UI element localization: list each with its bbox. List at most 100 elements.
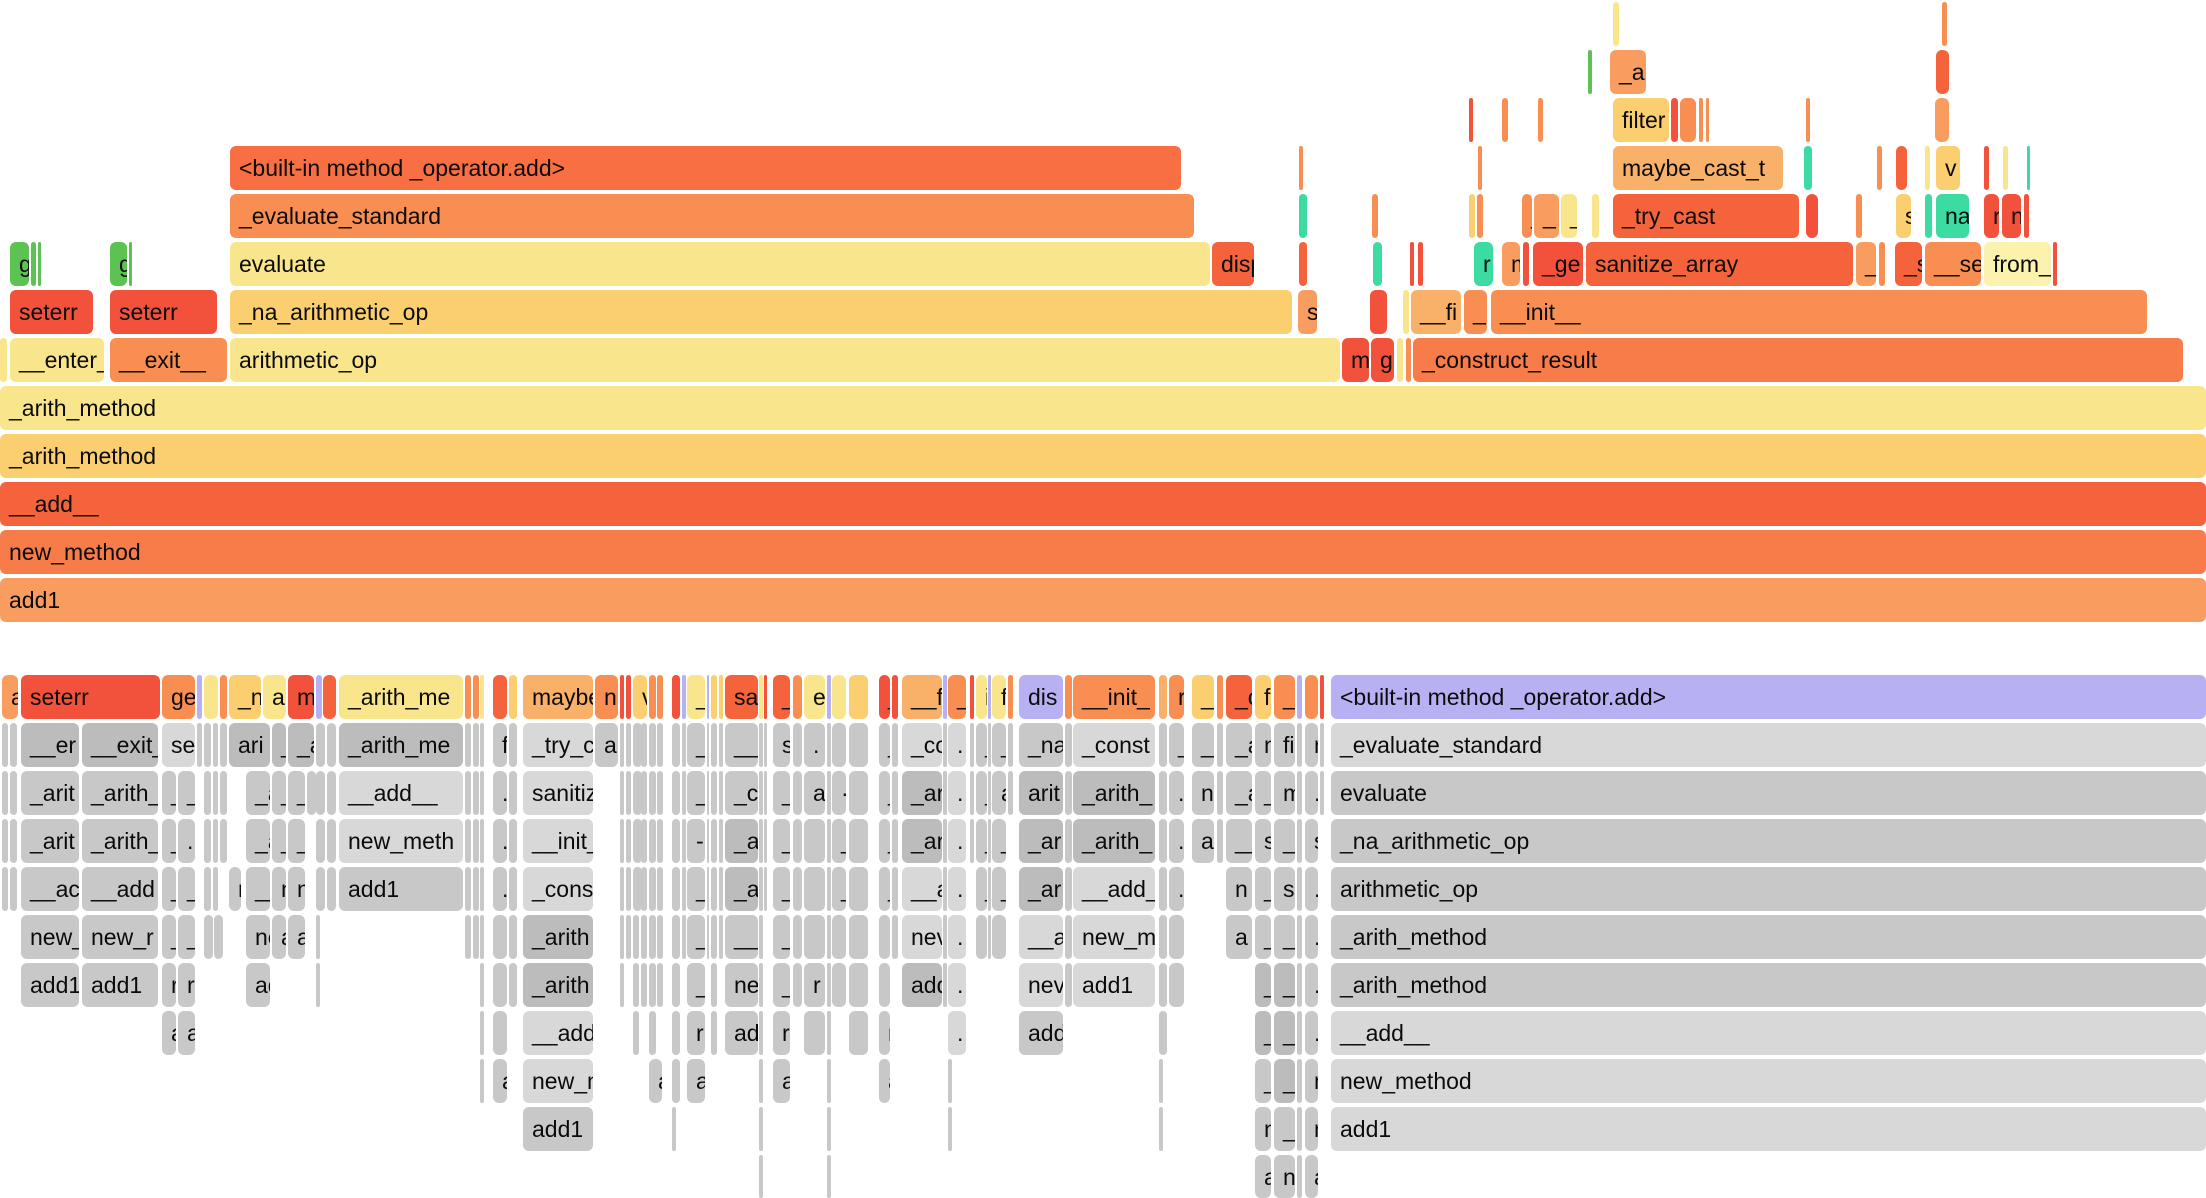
frame-bar[interactable]: _ <box>1274 963 1295 1007</box>
frame-bar[interactable] <box>948 1107 952 1151</box>
frame-bar[interactable] <box>1065 675 1072 719</box>
frame-bar[interactable]: __add <box>523 1011 593 1055</box>
frame-bar[interactable]: ne <box>246 915 270 959</box>
frame-bar[interactable] <box>493 1011 507 1055</box>
frame-bar[interactable] <box>327 723 336 767</box>
frame-bar[interactable]: __init__ <box>1491 290 2147 334</box>
frame-bar[interactable]: __init_ <box>1073 675 1155 719</box>
frame-bar[interactable] <box>1297 1107 1302 1151</box>
frame-bar[interactable] <box>1806 98 1810 142</box>
frame-bar[interactable]: from_ <box>1984 242 2051 286</box>
frame-bar[interactable] <box>641 771 647 815</box>
frame-bar[interactable] <box>1297 723 1302 767</box>
frame-bar[interactable] <box>1297 819 1302 863</box>
frame-bar[interactable] <box>465 867 471 911</box>
frame-bar[interactable] <box>1523 242 1529 286</box>
frame-bar[interactable] <box>1706 98 1709 142</box>
frame-bar[interactable] <box>719 723 723 767</box>
frame-bar[interactable] <box>1406 338 1411 382</box>
frame-bar[interactable] <box>1469 194 1475 238</box>
frame-bar[interactable]: _a <box>1610 50 1646 94</box>
frame-bar[interactable] <box>793 867 802 911</box>
frame-bar[interactable] <box>213 771 218 815</box>
frame-bar[interactable]: __init_ <box>523 819 593 863</box>
frame-bar[interactable] <box>849 723 868 767</box>
frame-bar[interactable]: . <box>1305 963 1318 1007</box>
frame-bar[interactable]: _a <box>246 819 270 863</box>
frame-bar[interactable]: _arith_method <box>1331 915 2206 959</box>
frame-bar[interactable] <box>197 723 202 767</box>
frame-bar[interactable] <box>1671 98 1678 142</box>
frame-bar[interactable]: _construct_result <box>1413 338 2183 382</box>
frame-bar[interactable] <box>465 915 471 959</box>
frame-bar[interactable] <box>509 963 517 1007</box>
frame-bar[interactable]: . <box>493 819 507 863</box>
frame-bar[interactable] <box>672 675 680 719</box>
frame-bar[interactable]: _ <box>1856 242 1876 286</box>
frame-bar[interactable]: m <box>288 675 314 719</box>
frame-bar[interactable] <box>832 915 846 959</box>
frame-bar[interactable] <box>649 819 656 863</box>
frame-bar[interactable] <box>804 819 825 863</box>
frame-bar[interactable] <box>480 723 484 767</box>
frame-bar[interactable]: _ <box>1274 915 1295 959</box>
frame-bar[interactable] <box>220 771 227 815</box>
frame-bar[interactable]: _evaluate_standard <box>230 194 1194 238</box>
frame-bar[interactable] <box>38 242 41 286</box>
frame-bar[interactable] <box>0 338 7 382</box>
frame-bar[interactable] <box>759 1059 763 1103</box>
frame-bar[interactable]: __er <box>21 723 79 767</box>
frame-bar[interactable] <box>764 675 767 719</box>
frame-bar[interactable] <box>473 867 479 911</box>
frame-bar[interactable]: . <box>493 867 507 911</box>
frame-bar[interactable] <box>1410 242 1414 286</box>
frame-bar[interactable] <box>2024 194 2029 238</box>
frame-bar[interactable]: _arith_method <box>1331 963 2206 1007</box>
frame-bar[interactable]: e <box>804 675 825 719</box>
frame-bar[interactable]: . <box>633 867 642 911</box>
frame-bar[interactable] <box>1984 146 1989 190</box>
frame-bar[interactable] <box>626 771 631 815</box>
frame-bar[interactable]: _ <box>1169 723 1184 767</box>
frame-bar[interactable] <box>480 915 484 959</box>
frame-bar[interactable] <box>719 819 723 863</box>
frame-bar[interactable] <box>849 675 868 719</box>
frame-bar[interactable]: _ <box>162 819 176 863</box>
frame-bar[interactable]: _ <box>1274 675 1295 719</box>
frame-bar[interactable]: evaluate <box>230 242 1210 286</box>
frame-bar[interactable]: r <box>773 1011 790 1055</box>
frame-bar[interactable]: . <box>1305 915 1318 959</box>
frame-bar[interactable] <box>657 819 663 863</box>
frame-bar[interactable]: . <box>178 819 195 863</box>
frame-bar[interactable]: _na_arithmetic_op <box>230 290 1292 334</box>
frame-bar[interactable]: _ <box>162 771 176 815</box>
frame-bar[interactable]: __enter__ <box>10 338 104 382</box>
frame-bar[interactable]: new_ <box>21 915 79 959</box>
frame-bar[interactable] <box>672 1107 676 1151</box>
frame-bar[interactable] <box>473 723 479 767</box>
frame-bar[interactable] <box>649 723 656 767</box>
frame-bar[interactable] <box>943 675 947 719</box>
frame-bar[interactable] <box>480 1059 484 1103</box>
frame-bar[interactable]: - <box>687 819 705 863</box>
frame-bar[interactable] <box>1159 1107 1163 1151</box>
frame-bar[interactable] <box>1065 867 1072 911</box>
frame-bar[interactable]: . <box>804 723 825 767</box>
frame-bar[interactable] <box>220 675 227 719</box>
frame-bar[interactable] <box>633 915 639 959</box>
frame-bar[interactable] <box>682 675 686 719</box>
frame-bar[interactable] <box>1169 963 1184 1007</box>
frame-bar[interactable] <box>626 915 631 959</box>
frame-bar[interactable] <box>892 915 898 959</box>
frame-bar[interactable] <box>10 771 17 815</box>
frame-bar[interactable] <box>649 675 656 719</box>
frame-bar[interactable]: _arith_me <box>339 723 463 767</box>
frame-bar[interactable] <box>657 771 663 815</box>
frame-bar[interactable]: . <box>1169 867 1184 911</box>
frame-bar[interactable] <box>827 915 831 959</box>
frame-bar[interactable]: _ <box>1255 1059 1271 1103</box>
frame-bar[interactable] <box>1372 194 1378 238</box>
frame-bar[interactable]: a <box>307 771 316 815</box>
frame-bar[interactable] <box>992 915 1006 959</box>
frame-bar[interactable] <box>204 819 211 863</box>
